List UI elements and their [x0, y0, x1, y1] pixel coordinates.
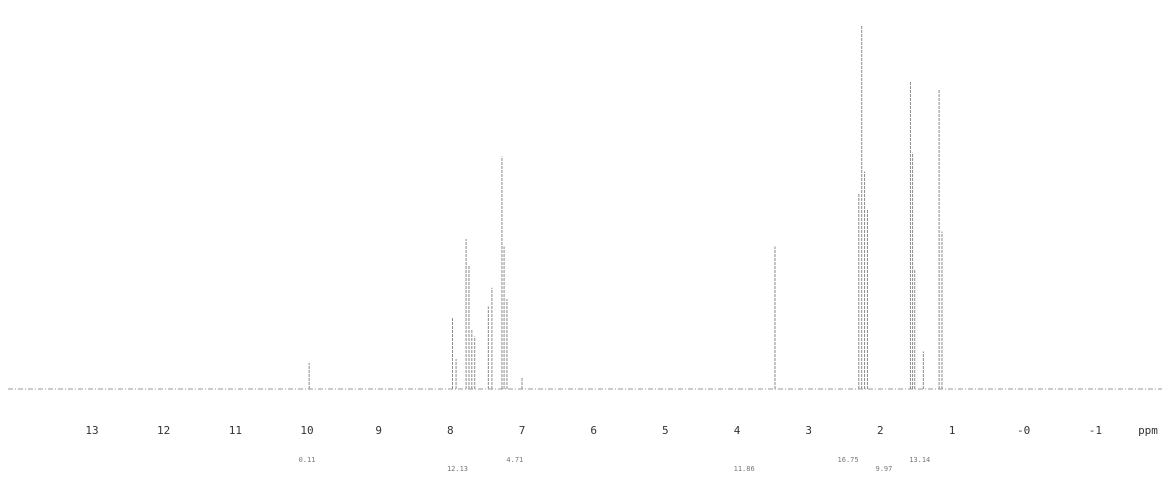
x-axis-tick-label: 1 — [949, 424, 956, 437]
x-axis-tick-label: 12 — [157, 424, 170, 437]
integral-value-label: 4.71 — [506, 456, 523, 464]
integral-value-label: 0.11 — [299, 456, 316, 464]
x-axis-tick-label: 8 — [447, 424, 454, 437]
integral-value-label: 16.75 — [838, 456, 859, 464]
x-axis-tick-label: 4 — [734, 424, 741, 437]
x-axis-tick-label: 2 — [877, 424, 884, 437]
integral-value-label: 12.13 — [447, 465, 468, 473]
x-axis-tick-label: 3 — [805, 424, 812, 437]
x-axis-tick-label: -1 — [1089, 424, 1102, 437]
integral-labels: 0.11 12.13 4.71 11.86 16.75 9.97 13.14 — [299, 456, 931, 473]
x-axis-tick-label: 7 — [519, 424, 526, 437]
x-axis-tick-label: 5 — [662, 424, 669, 437]
peak-group — [308, 25, 943, 389]
x-axis-tick-labels: 13 12 11 10 9 8 7 6 5 4 3 2 1 -0 -1 — [85, 424, 1102, 437]
x-axis-tick-label: -0 — [1017, 424, 1030, 437]
x-axis-tick-label: 10 — [300, 424, 313, 437]
x-axis-unit-label: ppm — [1138, 424, 1158, 437]
x-axis-tick-label: 13 — [85, 424, 98, 437]
x-axis-tick-label: 9 — [375, 424, 382, 437]
integral-value-label: 13.14 — [909, 456, 930, 464]
x-axis-tick-label: 6 — [590, 424, 597, 437]
integral-value-label: 9.97 — [875, 465, 892, 473]
x-axis-tick-label: 11 — [229, 424, 242, 437]
integral-value-label: 11.86 — [734, 465, 755, 473]
